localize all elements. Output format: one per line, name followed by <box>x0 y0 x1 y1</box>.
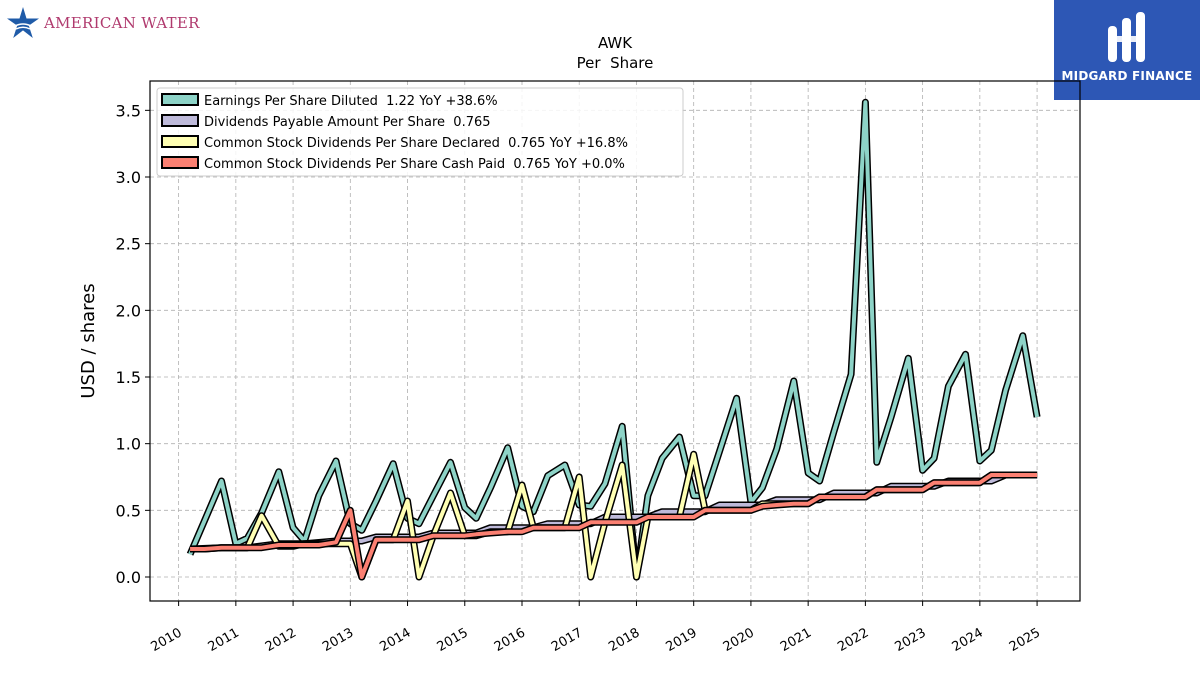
y-tick-label: 0.0 <box>116 568 141 587</box>
x-tick-label: 2010 <box>148 625 184 655</box>
legend: Earnings Per Share Diluted 1.22 YoY +38.… <box>156 87 684 177</box>
x-tick-label: 2013 <box>320 625 356 655</box>
legend-label: Earnings Per Share Diluted 1.22 YoY +38.… <box>204 94 498 109</box>
series-lines <box>186 98 1041 581</box>
y-tick-label: 2.5 <box>116 235 141 254</box>
y-tick-label: 2.0 <box>116 301 141 320</box>
legend-item: Common Stock Dividends Per Share Declare… <box>161 135 628 151</box>
american-water-logo: AMERICAN WATER <box>6 6 200 40</box>
series-line-stroke <box>190 473 1038 579</box>
legend-swatch <box>161 135 199 148</box>
plot-frame <box>149 80 1081 602</box>
y-tick-label: 3.5 <box>116 101 141 120</box>
x-tick-label: 2011 <box>206 625 242 655</box>
legend-swatch <box>161 93 199 106</box>
x-tick-label: 2019 <box>664 625 700 655</box>
legend-label: Dividends Payable Amount Per Share 0.765 <box>204 115 491 130</box>
x-tick-label: 2024 <box>950 625 986 655</box>
y-axis-label: USD / shares <box>78 283 99 398</box>
x-tick-label: 2012 <box>263 625 299 655</box>
x-tick-label: 2020 <box>721 625 757 655</box>
x-tick-label: 2015 <box>435 625 471 655</box>
midgard-finance-logo: MIDGARD FINANCE <box>1054 0 1200 100</box>
series-line <box>186 98 1041 581</box>
legend-label: Common Stock Dividends Per Share Cash Pa… <box>204 157 625 172</box>
series-line <box>190 471 1038 581</box>
chart-subtitle: Per Share <box>577 54 654 72</box>
chart-title: AWK <box>598 34 633 52</box>
water-star-icon <box>7 7 39 38</box>
x-tick-label: 2022 <box>835 625 871 655</box>
legend-item: Dividends Payable Amount Per Share 0.765 <box>161 114 491 130</box>
legend-box <box>156 87 684 177</box>
x-tick-label: 2023 <box>892 625 928 655</box>
x-tick-label: 2016 <box>492 625 528 655</box>
x-tick-label: 2018 <box>606 625 642 655</box>
y-tick-label: 3.0 <box>116 168 141 187</box>
legend-item: Earnings Per Share Diluted 1.22 YoY +38.… <box>161 93 498 109</box>
x-tick-label: 2014 <box>377 625 413 655</box>
x-tick-label: 2017 <box>549 625 585 655</box>
x-tick-label: 2021 <box>778 625 814 655</box>
x-tick-label: 2025 <box>1007 625 1043 655</box>
series-line-stroke <box>188 100 1040 579</box>
legend-swatch <box>161 156 199 169</box>
y-tick-label: 0.5 <box>116 501 141 520</box>
legend-label: Common Stock Dividends Per Share Declare… <box>204 136 628 151</box>
american-water-logo-text: AMERICAN WATER <box>44 14 200 32</box>
midgard-finance-logo-text: MIDGARD FINANCE <box>1061 69 1193 83</box>
midgard-emblem-icon <box>1108 12 1145 62</box>
y-tick-label: 1.0 <box>116 435 141 454</box>
legend-swatch <box>161 114 199 127</box>
y-tick-label: 1.5 <box>116 368 141 387</box>
legend-item: Common Stock Dividends Per Share Cash Pa… <box>161 156 625 172</box>
